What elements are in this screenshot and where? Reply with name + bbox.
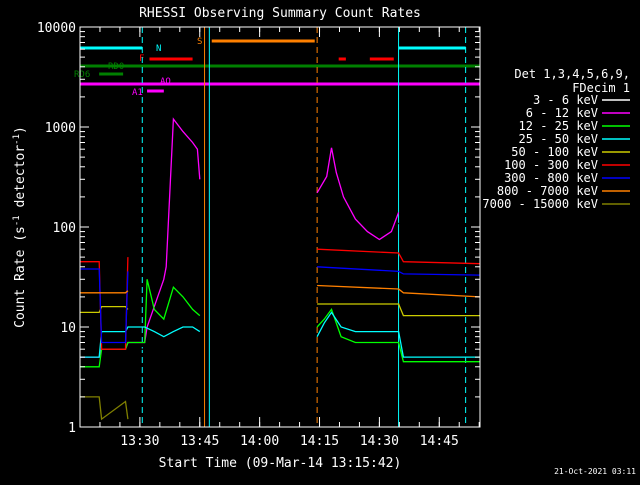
x-tick-label: 14:15: [300, 434, 339, 449]
x-tick-label: 14:45: [420, 434, 459, 449]
footer-date: 21-Oct-2021 03:11: [554, 467, 636, 476]
legend-label: 25 - 50 keV: [519, 132, 598, 146]
flag-label-rd6: RD6: [74, 70, 90, 80]
x-tick-label: 14:00: [240, 434, 279, 449]
series-line: [80, 284, 481, 298]
y-axis-label-mid: detector: [13, 145, 28, 216]
instrument-markers: [141, 27, 467, 427]
legend-label: 50 - 100 keV: [511, 145, 598, 159]
y-tick-label: 1000: [45, 121, 76, 136]
y-axis-label-exp1: -1: [12, 215, 22, 226]
flag-label-s: S: [197, 37, 202, 47]
flag-label-f: F: [139, 54, 144, 64]
y-axis-label-main: Count Rate (s: [13, 226, 28, 328]
series-line: [80, 396, 129, 421]
x-axis: 13:30 13:45 14:00 14:15 14:30 14:45: [99, 27, 480, 449]
flag-bars: N S F RD0 RD6 AO A1: [74, 37, 480, 98]
flag-label-a1: A1: [132, 88, 143, 98]
series-line: [80, 266, 481, 344]
y-axis-label-end: ): [13, 126, 28, 134]
legend-label: 3 - 6 keV: [533, 93, 598, 107]
legend-label: 12 - 25 keV: [519, 119, 598, 133]
x-tick-label: 13:45: [180, 434, 219, 449]
y-axis-label: Count Rate (s-1 detector-1): [12, 126, 28, 328]
x-axis-label: Start Time (09-Mar-14 13:15:42): [159, 456, 402, 471]
count-rate-series: [80, 117, 481, 421]
legend-label: 100 - 300 keV: [504, 158, 598, 172]
y-tick-label: 10: [60, 321, 76, 336]
y-axis-label-exp2: -1: [12, 134, 22, 145]
chart-title: RHESSI Observing Summary Count Rates: [139, 6, 421, 21]
flag-label-rd0: RD0: [108, 62, 124, 72]
legend-header-2: FDecim 1: [572, 81, 630, 95]
y-axis: 1 10 100 1000 10000: [37, 21, 480, 436]
x-tick-label: 13:30: [120, 434, 159, 449]
x-tick-label: 14:30: [360, 434, 399, 449]
legend-label: 7000 - 15000 keV: [482, 197, 598, 211]
legend-label: 300 - 800 keV: [504, 171, 598, 185]
y-tick-label: 10000: [37, 21, 76, 36]
flag-label-n: N: [156, 44, 161, 54]
legend-label: 800 - 7000 keV: [497, 184, 598, 198]
y-tick-label: 100: [53, 221, 76, 236]
legend-header-1: Det 1,3,4,5,6,9,: [514, 67, 630, 81]
legend-label: 6 - 12 keV: [526, 106, 598, 120]
flag-label-ao: AO: [160, 77, 171, 87]
y-tick-label: 1: [68, 421, 76, 436]
